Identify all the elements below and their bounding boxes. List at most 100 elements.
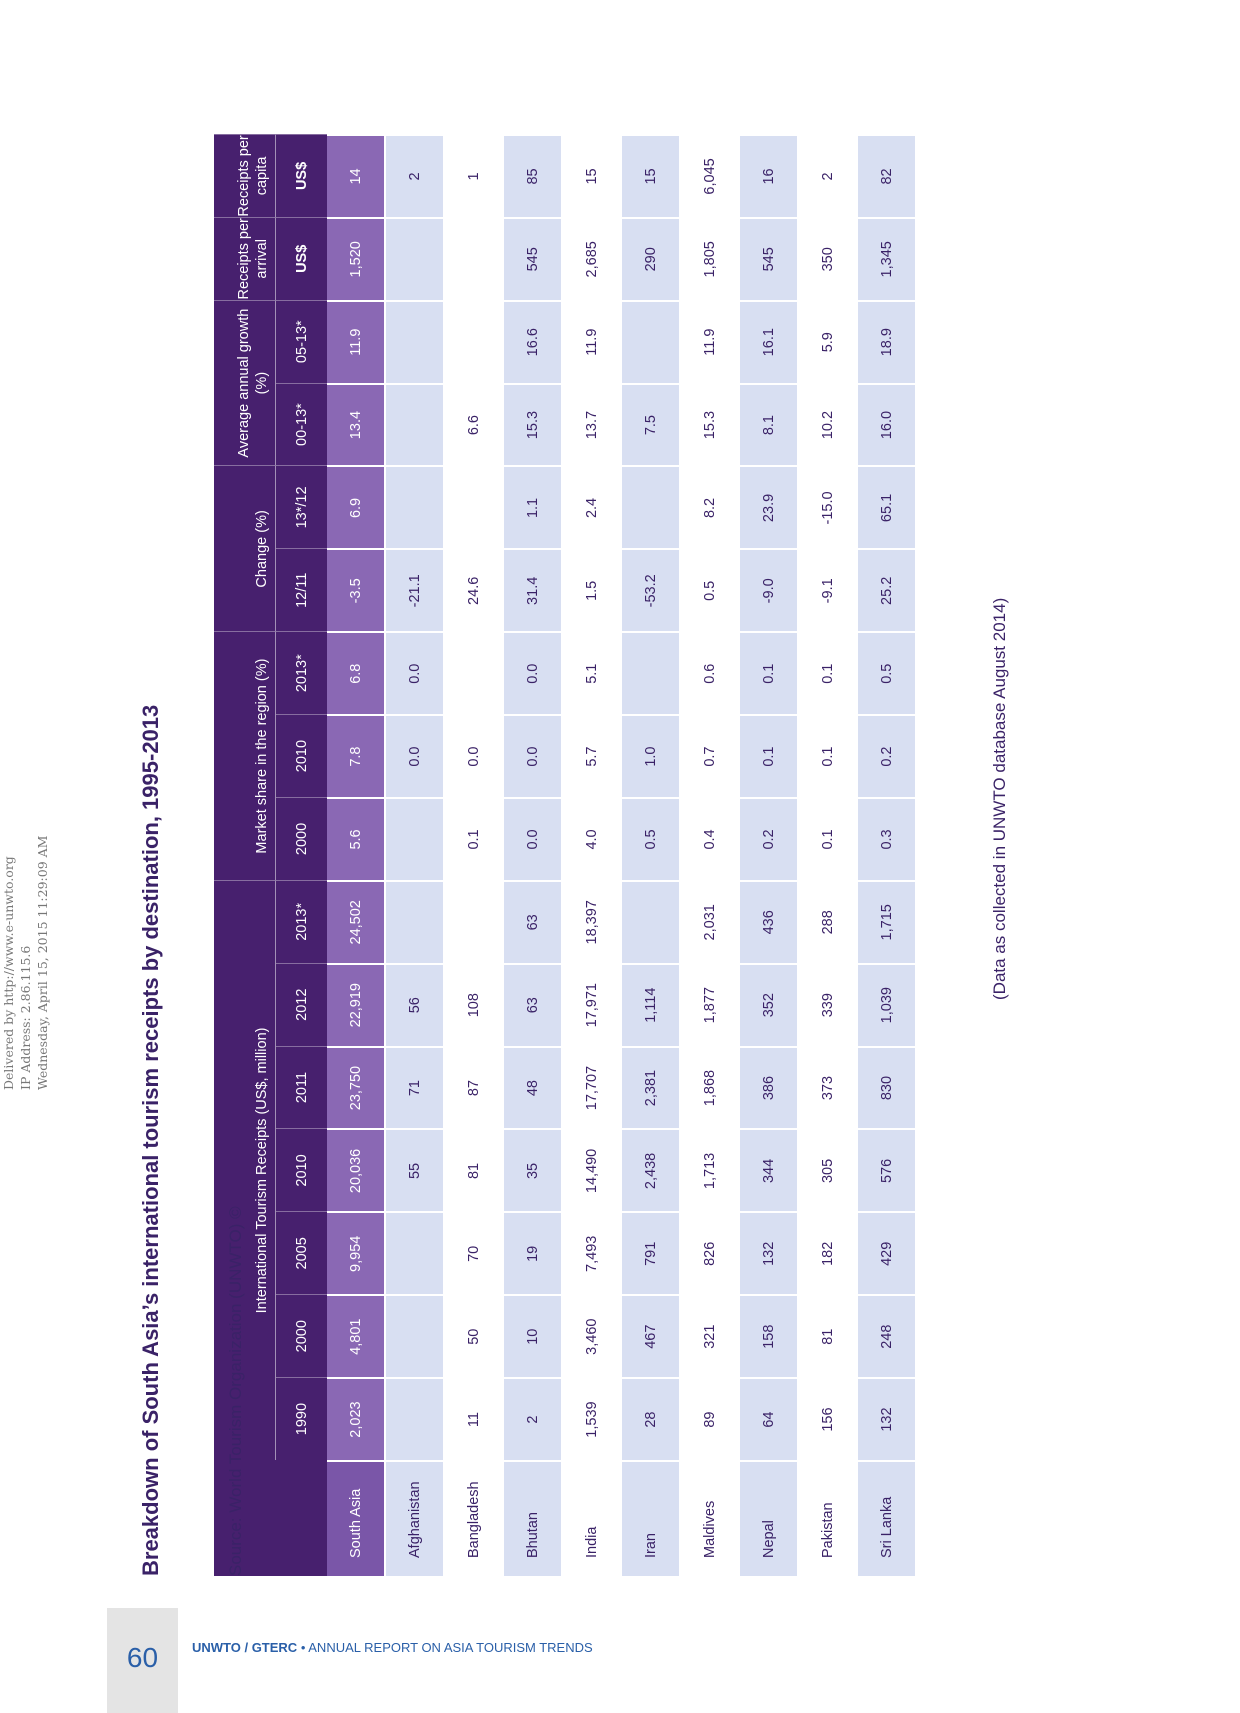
table-cell: 15 bbox=[563, 134, 622, 217]
table-cell: 17,971 bbox=[563, 962, 622, 1046]
column-header: 13*/12 bbox=[276, 465, 327, 549]
table-cell: 1,039 bbox=[858, 962, 917, 1046]
column-header: US$ bbox=[276, 216, 327, 300]
table-row: Sri Lanka 132 248 429 576 830 1,039 1,715 0.3 0.2… bbox=[858, 134, 917, 1576]
table-cell: -9.1 bbox=[799, 548, 858, 632]
table-cell: 17,707 bbox=[563, 1045, 622, 1129]
row-label: Nepal bbox=[740, 1460, 799, 1576]
table-cell bbox=[386, 465, 445, 549]
table-cell: 158 bbox=[740, 1294, 799, 1378]
table-cell: 71 bbox=[386, 1045, 445, 1129]
table-cell: 82 bbox=[858, 134, 917, 217]
header-growth: Average annual growth (%) bbox=[214, 299, 276, 466]
table-row: Iran 28 467 791 2,438 2,381 1,114 0.5 1.0 -53.2 7.… bbox=[622, 134, 681, 1576]
table-cell: 16 bbox=[740, 134, 799, 217]
table-cell bbox=[386, 1294, 445, 1378]
table-cell: 156 bbox=[799, 1377, 858, 1460]
table-cell: 467 bbox=[622, 1294, 681, 1378]
table-cell: 11.9 bbox=[681, 299, 740, 383]
table-cell: 248 bbox=[858, 1294, 917, 1378]
table-cell: 0.4 bbox=[681, 797, 740, 880]
table-cell: 1.0 bbox=[622, 714, 681, 797]
table-cell bbox=[386, 879, 445, 963]
table-cell: 28 bbox=[622, 1377, 681, 1460]
table-cell: 35 bbox=[504, 1128, 563, 1212]
column-header: 2012 bbox=[276, 962, 327, 1046]
table-cell: 87 bbox=[445, 1045, 504, 1129]
table-cell: 11.9 bbox=[327, 299, 386, 383]
column-header: 12/11 bbox=[276, 548, 327, 632]
table-cell: 545 bbox=[504, 216, 563, 300]
table-cell: 5.7 bbox=[563, 714, 622, 797]
table-cell: -53.2 bbox=[622, 548, 681, 632]
table-cell: 23.9 bbox=[740, 465, 799, 549]
table-cell: 288 bbox=[799, 879, 858, 963]
table-cell: 14,490 bbox=[563, 1128, 622, 1212]
table-cell: 2,438 bbox=[622, 1128, 681, 1212]
table-cell: 339 bbox=[799, 962, 858, 1046]
table-row: Maldives 89 321 826 1,713 1,868 1,877 2,031 0.4 0… bbox=[681, 134, 740, 1576]
table-cell: 0.2 bbox=[740, 797, 799, 880]
table-cell: 6.8 bbox=[327, 631, 386, 715]
table-cell: 10.2 bbox=[799, 382, 858, 466]
table-cell: 5.6 bbox=[327, 797, 386, 880]
running-footer: UNWTO / GTERC • ANNUAL REPORT ON ASIA TO… bbox=[192, 1640, 593, 1655]
table-body: South Asia 2,023 4,801 9,954 20,036 23,750 22,… bbox=[327, 134, 917, 1576]
table-cell: 830 bbox=[858, 1045, 917, 1129]
table-cell: 70 bbox=[445, 1211, 504, 1295]
table-cell bbox=[386, 797, 445, 880]
table-cell: 2 bbox=[799, 134, 858, 217]
table-row: South Asia 2,023 4,801 9,954 20,036 23,750 22,… bbox=[327, 134, 386, 1576]
table-cell: 24.6 bbox=[445, 548, 504, 632]
table-cell: 436 bbox=[740, 879, 799, 963]
table-cell: 0.1 bbox=[740, 714, 799, 797]
table-cell: 305 bbox=[799, 1128, 858, 1212]
column-header: 2013* bbox=[276, 631, 327, 715]
table-cell: 18,397 bbox=[563, 879, 622, 963]
table-cell: 1,805 bbox=[681, 216, 740, 300]
table-cell: 0.5 bbox=[858, 631, 917, 715]
table-cell: 132 bbox=[858, 1377, 917, 1460]
footer-separator: • bbox=[297, 1640, 309, 1655]
table-cell: 2,381 bbox=[622, 1045, 681, 1129]
table-cell: 64 bbox=[740, 1377, 799, 1460]
table-cell: 7,493 bbox=[563, 1211, 622, 1295]
table-cell: 1,713 bbox=[681, 1128, 740, 1212]
table-cell: 22,919 bbox=[327, 962, 386, 1046]
table-cell: -15.0 bbox=[799, 465, 858, 549]
table-cell: -21.1 bbox=[386, 548, 445, 632]
table-cell: 15.3 bbox=[681, 382, 740, 466]
table-cell: 0.7 bbox=[681, 714, 740, 797]
table-cell: 0.3 bbox=[858, 797, 917, 880]
table-cell: 0.1 bbox=[799, 714, 858, 797]
table-cell bbox=[622, 631, 681, 715]
table-cell: 1,868 bbox=[681, 1045, 740, 1129]
table-cell: 1,715 bbox=[858, 879, 917, 963]
table-cell: 10 bbox=[504, 1294, 563, 1378]
table-cell bbox=[622, 299, 681, 383]
table-cell: 373 bbox=[799, 1045, 858, 1129]
header-per-capita: Receipts per capita bbox=[214, 134, 276, 217]
column-header: 2010 bbox=[276, 714, 327, 797]
table-cell: 6.9 bbox=[327, 465, 386, 549]
table-cell: 50 bbox=[445, 1294, 504, 1378]
table-row: Bangladesh 11 50 70 81 87 108 0.1 0.0 24.6 6.6 1 bbox=[445, 134, 504, 1576]
table-cell: 0.0 bbox=[504, 797, 563, 880]
column-header: US$ bbox=[276, 134, 327, 217]
table-cell: 576 bbox=[858, 1128, 917, 1212]
column-header: 2000 bbox=[276, 1294, 327, 1378]
table-cell: 1.5 bbox=[563, 548, 622, 632]
table-cell bbox=[445, 465, 504, 549]
footer-report-title: ANNUAL REPORT ON ASIA TOURISM TRENDS bbox=[308, 1640, 593, 1655]
column-header: 2010 bbox=[276, 1128, 327, 1212]
table-cell: 18.9 bbox=[858, 299, 917, 383]
page-title: Breakdown of South Asia’s international … bbox=[138, 704, 163, 1576]
row-label: Afghanistan bbox=[386, 1460, 445, 1576]
source-line: Source: World Tourism Organization (UNWT… bbox=[226, 1206, 245, 1576]
table-cell: 7.8 bbox=[327, 714, 386, 797]
table-cell: 0.1 bbox=[799, 797, 858, 880]
table-cell: 0.0 bbox=[445, 714, 504, 797]
table-cell: 6,045 bbox=[681, 134, 740, 217]
table-cell: 56 bbox=[386, 962, 445, 1046]
table-cell: 63 bbox=[504, 962, 563, 1046]
